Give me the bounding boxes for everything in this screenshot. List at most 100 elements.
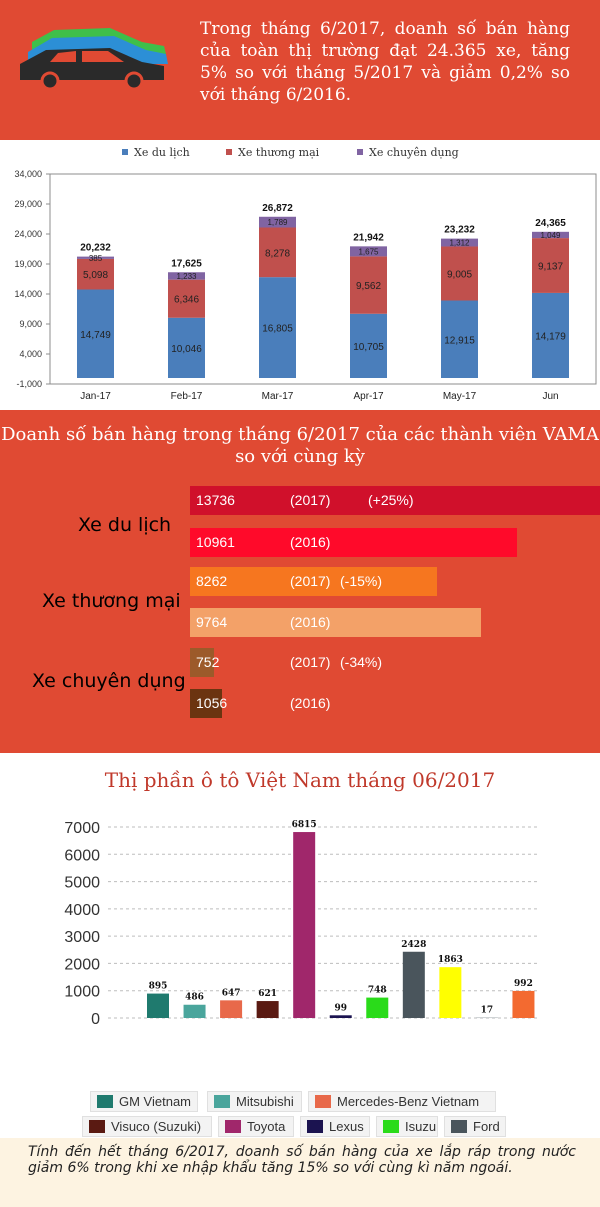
bar-segment	[350, 256, 387, 314]
group-label-special: Xe chuyên dụng	[32, 670, 186, 692]
x-tick-label: Apr-17	[353, 391, 383, 402]
legend-item: Lexus	[300, 1116, 370, 1137]
comparison-bar-year: (2017)	[290, 492, 331, 508]
comparison-bar-value: 752	[196, 654, 220, 670]
comparison-bar	[190, 567, 437, 596]
legend-item: Visuco (Suzuki)	[82, 1116, 212, 1137]
market-bar-label: 1863	[438, 955, 463, 965]
legend-label-1: Xe thương mại	[238, 146, 320, 159]
legend-swatch	[307, 1120, 323, 1133]
market-bar	[256, 1001, 279, 1018]
bar-total-label: 26,872	[262, 203, 293, 214]
bar-segment	[441, 300, 478, 378]
comparison-bar-value: 10961	[196, 534, 235, 550]
legend-label: Visuco (Suzuki)	[111, 1119, 202, 1134]
y-tick-label: 24,000	[14, 229, 42, 239]
legend-swatch	[97, 1095, 113, 1108]
bar-value-label: 14,179	[535, 331, 566, 342]
bar-segment	[350, 313, 387, 378]
y-tick-label: 5000	[64, 875, 100, 892]
bar-segment	[441, 246, 478, 301]
header-banner: Trong tháng 6/2017, doanh số bán hàng củ…	[0, 0, 600, 140]
legend-swatch-1	[226, 149, 232, 155]
vama-chart-title: Doanh số bán hàng trong tháng 6/2017 của…	[1, 424, 599, 467]
comparison-bar-year: (2016)	[290, 614, 331, 630]
legend-label: GM Vietnam	[119, 1094, 192, 1109]
comparison-bar-value: 1056	[196, 695, 228, 711]
market-bar	[293, 832, 316, 1018]
y-tick-label: 4000	[64, 902, 100, 919]
group-label-passenger: Xe du lịch	[78, 514, 172, 536]
x-tick-label: May-17	[443, 391, 477, 402]
vama-comparison-panel: Doanh số bán hàng trong tháng 6/2017 của…	[0, 410, 600, 753]
bar-segment	[168, 272, 205, 280]
bar-value-label: 14,749	[80, 330, 111, 341]
bar-value-label: 9,005	[447, 269, 472, 280]
legend-swatch	[89, 1120, 105, 1133]
market-bar-label: 2428	[401, 940, 426, 950]
comparison-bar-year: (2017)	[290, 654, 331, 670]
comparison-bar	[190, 689, 222, 718]
group-label-commercial: Xe thương mại	[42, 590, 181, 612]
bar-value-label: 1,675	[358, 247, 379, 256]
plot-frame	[49, 173, 597, 385]
comparison-bar-year: (2017)	[290, 573, 331, 589]
bar-value-label: 5,098	[83, 270, 108, 281]
bar-segment	[441, 238, 478, 247]
market-bar	[402, 951, 425, 1018]
bar-segment	[259, 216, 296, 228]
y-tick-label: 19,000	[14, 259, 42, 269]
comparison-bar-year: (2016)	[290, 695, 331, 711]
comparison-bar	[190, 486, 600, 515]
y-tick-label: 9,000	[19, 319, 42, 329]
market-share-title: Thị phần ô tô Việt Nam tháng 06/2017	[104, 768, 496, 792]
bar-segment	[168, 317, 205, 378]
bar-total-label: 23,232	[444, 225, 475, 236]
y-tick-label: 6000	[64, 847, 100, 864]
bar-segment	[532, 231, 569, 239]
market-bar-label: 99	[334, 1003, 347, 1013]
y-tick-label: 29,000	[14, 199, 42, 209]
market-share-panel: Thị phần ô tô Việt Nam tháng 06/2017 0 10…	[0, 753, 600, 1162]
comparison-bar-value: 9764	[196, 614, 228, 630]
comparison-bar-value: 8262	[196, 573, 228, 589]
market-bar-label: 895	[149, 982, 168, 992]
bar-value-label: 10,046	[171, 344, 202, 355]
stacked-bar-chart: Xe du lịch Xe thương mại Xe chuyên dụng -1,…	[14, 146, 597, 402]
comparison-bar-value: 13736	[196, 492, 235, 508]
legend-swatch-2	[357, 149, 363, 155]
market-bar	[366, 997, 389, 1018]
bar-value-label: 12,915	[444, 335, 475, 346]
y-tick-label: 0	[91, 1011, 100, 1028]
monthly-sales-chart: Xe du lịch Xe thương mại Xe chuyên dụng -1,…	[0, 140, 600, 410]
header-summary-text: Trong tháng 6/2017, doanh số bán hàng củ…	[200, 19, 570, 105]
bar-total-label: 17,625	[171, 258, 202, 269]
bar-value-label: 9,137	[538, 262, 563, 273]
y-tick-label: 2000	[64, 956, 100, 973]
bar-value-label: 8,278	[265, 248, 290, 259]
bar-value-label: 385	[89, 254, 103, 263]
legend-swatch	[383, 1120, 399, 1133]
market-bar-label: 486	[185, 993, 204, 1003]
market-bar-label: 748	[368, 986, 387, 996]
legend-item: Isuzu	[376, 1116, 438, 1137]
y-tick-label: 4,000	[19, 349, 42, 359]
legend-label: Isuzu	[405, 1119, 437, 1134]
market-bar-label: 647	[222, 988, 241, 998]
comparison-bar	[190, 608, 482, 637]
comparison-bar	[190, 648, 214, 677]
bar-value-label: 1,233	[176, 272, 197, 281]
bar-segment	[259, 277, 296, 378]
y-tick-label: 7000	[64, 820, 100, 837]
bar-total-label: 24,365	[535, 218, 566, 229]
market-bar-label: 992	[514, 979, 533, 989]
legend-label: Toyota	[247, 1119, 286, 1134]
y-tick-label: 14,000	[14, 289, 42, 299]
market-bar	[220, 1000, 243, 1018]
bar-segment	[77, 256, 114, 259]
footer-text: Tính đến hết tháng 6/2017, doanh số bán …	[28, 1144, 576, 1176]
legend-item: Ford	[444, 1116, 506, 1137]
y-tick-label: -1,000	[16, 379, 42, 389]
legend-label: Lexus	[329, 1119, 364, 1134]
market-share-bar-chart: 0 1000 2000 3000 4000 5000 6000 7000 895 486 647 62…	[64, 820, 540, 1028]
